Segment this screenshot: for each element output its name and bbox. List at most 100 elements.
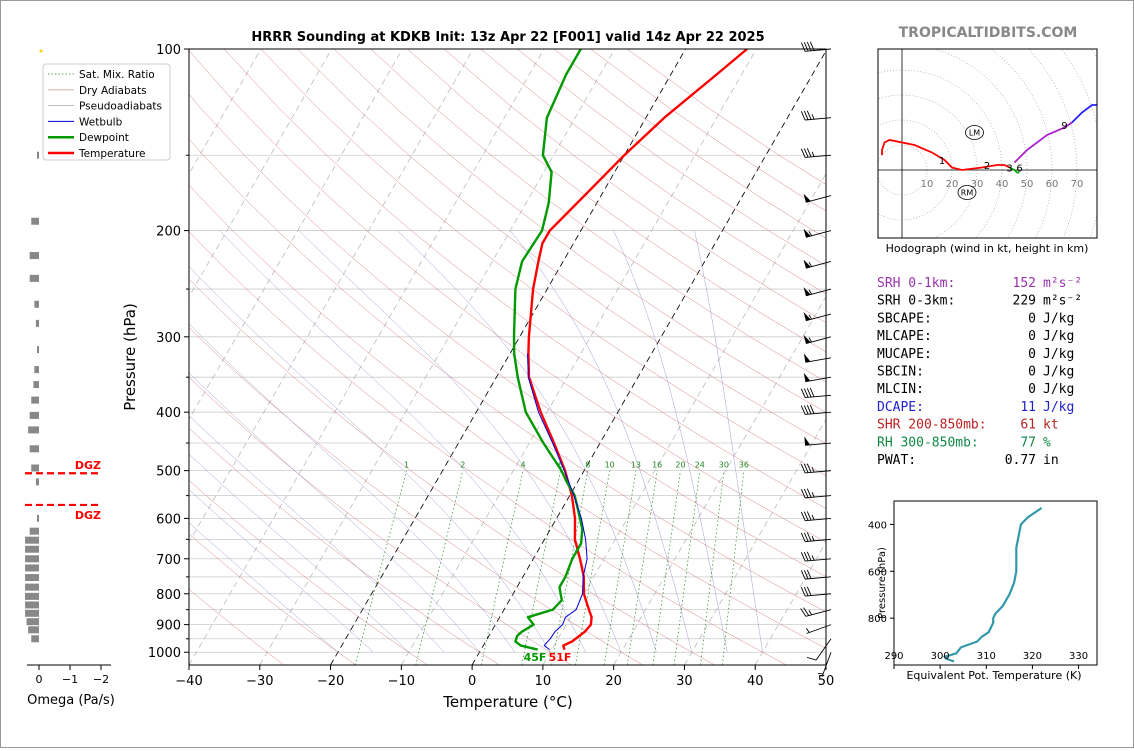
- omega-marker: [40, 50, 43, 53]
- isotherm-line: [189, 49, 544, 665]
- stat-value: 0: [1028, 347, 1036, 362]
- wind-barb: [804, 312, 831, 321]
- mixing-ratio-label: 2: [460, 461, 465, 470]
- stat-unit: J/kg: [1043, 365, 1074, 380]
- y-tick-label: 900: [156, 619, 181, 634]
- barb-staff: [807, 625, 831, 634]
- omega-bar: [36, 320, 39, 327]
- stat-label: MUCAPE:: [877, 347, 932, 362]
- omega-bar: [25, 574, 39, 581]
- omega-bar: [27, 618, 39, 625]
- dry-adiabat: [371, 49, 1133, 665]
- pseudoadiabat: [398, 231, 657, 653]
- stat-unit: J/kg: [1043, 400, 1074, 415]
- omega-bar: [37, 515, 39, 522]
- dry-adiabat: [298, 49, 1134, 665]
- theta-e-x-tick-label: 320: [1023, 651, 1042, 662]
- x-tick-label: −20: [317, 674, 344, 689]
- hodograph-segment: [882, 140, 1010, 170]
- x-tick-label: 40: [747, 674, 764, 689]
- skewt-frame: [189, 49, 826, 665]
- stat-label: DCAPE:: [877, 400, 924, 415]
- dry-adiabat: [78, 49, 858, 665]
- wind-barb: [806, 625, 831, 634]
- barb-half: [806, 628, 809, 632]
- dewpoint-line: [514, 49, 582, 650]
- stat-label: MLCIN:: [877, 382, 924, 397]
- mixing-ratio-line: [653, 471, 681, 665]
- hodograph-ring-label: 70: [1071, 179, 1084, 190]
- barb-staff: [806, 610, 831, 617]
- theta-e-x-tick-label: 290: [884, 651, 903, 662]
- omega-bar: [30, 275, 39, 282]
- barb-staff: [805, 358, 831, 363]
- mixing-ratio-label: 8: [585, 461, 590, 470]
- omega-bar: [25, 610, 39, 617]
- omega-bar: [25, 555, 39, 562]
- barb-staff: [816, 639, 831, 660]
- barb-half: [809, 610, 812, 614]
- stat-unit: m²s⁻²: [1043, 276, 1082, 291]
- legend-label-wetbulb: Wetbulb: [79, 116, 123, 128]
- stat-label: SRH 0-1km:: [877, 276, 955, 291]
- stat-unit: kt: [1043, 418, 1059, 433]
- mixing-ratio-line: [627, 471, 657, 665]
- omega-bar: [25, 546, 39, 553]
- wind-barb: [804, 287, 831, 296]
- mixing-ratio-line: [355, 471, 407, 665]
- barb-flag: [804, 436, 810, 445]
- wind-barb: [801, 511, 831, 520]
- y-tick-label: 600: [156, 512, 181, 527]
- stat-label: MLCAPE:: [877, 329, 932, 344]
- hodograph-height-label: 3: [1006, 164, 1012, 175]
- stat-label: SRH 0-3km:: [877, 294, 955, 309]
- stat-value: 61: [1020, 418, 1036, 433]
- barb-half: [812, 114, 814, 119]
- hodograph-height-label: 6: [1016, 164, 1022, 175]
- stat-unit: J/kg: [1043, 382, 1074, 397]
- dgz-label: DGZ: [75, 459, 101, 472]
- y-axis-label: Pressure (hPa): [121, 303, 139, 411]
- dgz-label: DGZ: [75, 509, 101, 522]
- omega-tick-label: 0: [36, 673, 43, 686]
- stat-unit: %: [1043, 435, 1051, 450]
- x-axis-label: Temperature (°C): [442, 693, 572, 711]
- x-tick-label: 30: [676, 674, 693, 689]
- stat-value: 0: [1028, 329, 1036, 344]
- hodograph-caption: Hodograph (wind in kt, height in km): [886, 242, 1089, 255]
- stat-label: SBCIN:: [877, 365, 924, 380]
- x-tick-label: 0: [468, 674, 476, 689]
- omega-bar: [33, 381, 39, 388]
- hodograph-ring-label: 60: [1046, 179, 1059, 190]
- wind-barb: [801, 464, 831, 473]
- wind-barb: [801, 552, 831, 561]
- barb-flag: [804, 353, 810, 362]
- mixing-ratio-label: 13: [631, 461, 641, 470]
- isotherm-line: [897, 49, 1133, 665]
- mixing-ratio-label: 1: [404, 461, 409, 470]
- omega-bar: [37, 346, 39, 353]
- legend-label-dewpoint: Dewpoint: [79, 132, 129, 144]
- legend-label-temperature: Temperature: [78, 148, 146, 160]
- wind-barb: [801, 148, 831, 157]
- isotherm-line: [118, 49, 473, 665]
- y-tick-label: 700: [156, 553, 181, 568]
- omega-axis-label: Omega (Pa/s): [27, 693, 115, 708]
- wind-barb: [801, 489, 831, 498]
- stat-label: SHR 200-850mb:: [877, 418, 987, 433]
- omega-bar: [30, 445, 39, 452]
- dry-adiabat: [334, 49, 1133, 665]
- stat-value: 11: [1020, 400, 1036, 415]
- y-tick-label: 500: [156, 465, 181, 480]
- hodograph-ring-label: 10: [921, 179, 934, 190]
- storm-motion-label: RM: [961, 189, 974, 198]
- surface-temperature-label: 51F: [549, 651, 572, 664]
- barb-half: [812, 467, 814, 472]
- wind-barb: [807, 639, 831, 660]
- stat-value: 152: [1013, 276, 1036, 291]
- mixing-ratio-line: [604, 471, 636, 665]
